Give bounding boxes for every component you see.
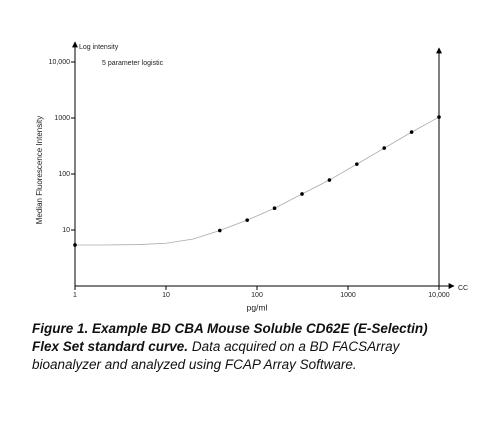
caption: Figure 1. Example BD CBA Mouse Soluble C… <box>32 320 432 374</box>
data-point <box>217 228 222 233</box>
x-tick-label: 10 <box>162 292 170 299</box>
x-tick-label: 10,000 <box>428 292 450 299</box>
data-point <box>355 162 359 166</box>
x-label: pg/ml <box>247 302 268 312</box>
y-tick-label: 10,000 <box>49 59 71 66</box>
data-point <box>437 115 441 119</box>
y-label: Median Fluorescence Intensity <box>35 116 44 225</box>
x-tick-label: 1 <box>73 292 77 299</box>
annotation: 5 parameter logistic <box>102 60 164 67</box>
data-point <box>382 146 387 150</box>
chart: Log intensity 5 parameter logistic Media… <box>35 41 468 312</box>
fit-curve <box>75 116 440 246</box>
y-tick-label: 10 <box>62 227 70 234</box>
data-point <box>245 218 249 222</box>
y-title: Log intensity <box>79 44 119 51</box>
y-tick-label: 100 <box>58 171 70 178</box>
caption-bold: Figure 1. Example BD CBA Mouse Soluble C… <box>32 321 428 354</box>
y-tick-label: 1000 <box>54 115 70 122</box>
data-point <box>409 130 414 134</box>
x-unit: CC <box>458 285 468 292</box>
x-tick-label: 1000 <box>340 292 356 299</box>
caption-text: Data acquired on a BD FACSArray bioanaly… <box>32 339 400 372</box>
x-tick-label: 100 <box>251 292 263 299</box>
data-point <box>300 192 304 196</box>
data-point <box>73 243 77 247</box>
data-point <box>272 206 277 211</box>
data-point <box>327 178 332 182</box>
